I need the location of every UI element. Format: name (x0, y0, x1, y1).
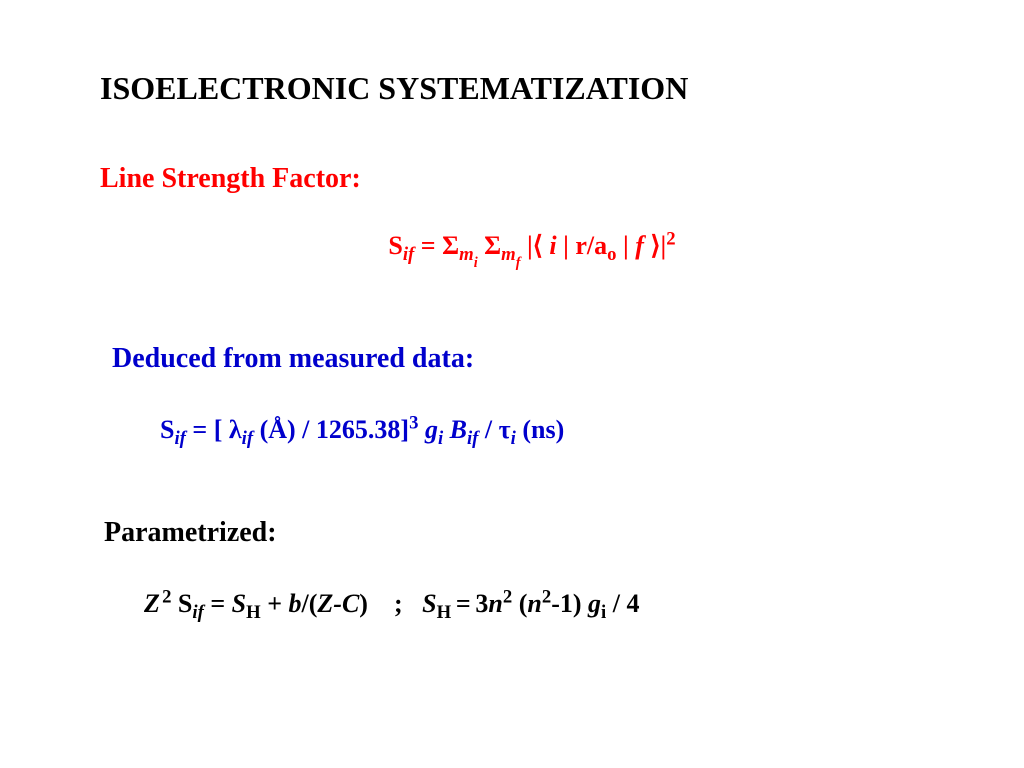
formula-line-strength: Sif = Σmi Σmf |⟨ i | r/ao | f ⟩|2 (100, 231, 964, 263)
slide-content: ISOELECTRONIC SYSTEMATIZATION Line Stren… (0, 0, 1024, 619)
heading-line-strength: Line Strength Factor: (100, 163, 964, 195)
heading-deduced: Deduced from measured data: (112, 343, 964, 375)
page-title: ISOELECTRONIC SYSTEMATIZATION (100, 70, 964, 107)
formula-deduced: Sif = [ λif (Å) / 1265.38]3 gi Bif / τi … (160, 415, 964, 445)
heading-parametrized: Parametrized: (104, 517, 964, 549)
formula-parametrized: Z 2 Sif = SH + b/(Z-C) ; SH = 3n2 (n2-1)… (144, 589, 964, 619)
